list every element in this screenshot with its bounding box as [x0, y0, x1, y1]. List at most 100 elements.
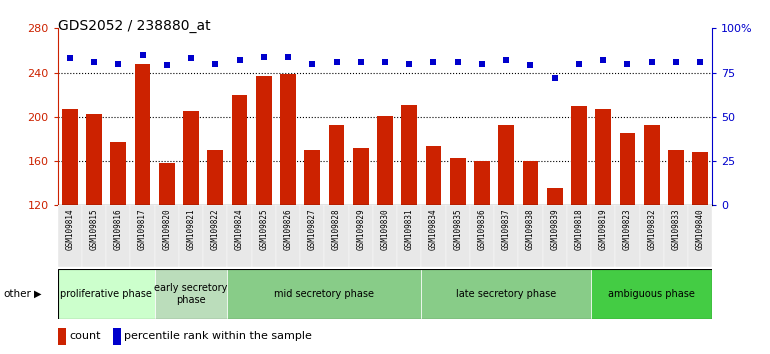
Point [233, 57, 246, 63]
Bar [523, 161, 538, 205]
Point [476, 61, 488, 67]
Bar [86, 114, 102, 205]
Text: GSM109838: GSM109838 [526, 209, 535, 250]
Point [403, 61, 415, 67]
Text: GSM109837: GSM109837 [502, 209, 511, 250]
Bar [252, 205, 276, 267]
Bar [183, 111, 199, 205]
Text: ▶: ▶ [34, 289, 42, 299]
Bar [595, 109, 611, 205]
Text: GDS2052 / 238880_at: GDS2052 / 238880_at [58, 19, 210, 34]
Bar [227, 269, 421, 319]
Point [694, 59, 706, 65]
Bar [276, 205, 300, 267]
Bar [591, 269, 712, 319]
Point [500, 57, 512, 63]
Bar [450, 158, 466, 205]
Text: GSM109833: GSM109833 [671, 209, 681, 250]
Point [573, 61, 585, 67]
Point [330, 59, 343, 65]
Text: mid secretory phase: mid secretory phase [274, 289, 374, 299]
Point [88, 59, 100, 65]
Bar [159, 163, 175, 205]
Bar [474, 161, 490, 205]
Bar [329, 125, 344, 205]
Bar [207, 150, 223, 205]
Bar [353, 148, 369, 205]
Point [306, 61, 319, 67]
Bar [571, 106, 587, 205]
Text: GSM109820: GSM109820 [162, 209, 172, 250]
Bar [620, 133, 635, 205]
Bar [82, 205, 106, 267]
Point [427, 59, 440, 65]
Bar [644, 125, 660, 205]
Bar [567, 205, 591, 267]
Bar [256, 76, 272, 205]
Point [112, 61, 125, 67]
Bar [110, 142, 126, 205]
Bar [324, 205, 349, 267]
Text: GSM109836: GSM109836 [477, 209, 487, 250]
Bar [397, 205, 421, 267]
Text: GSM109823: GSM109823 [623, 209, 632, 250]
Text: GSM109840: GSM109840 [695, 209, 705, 250]
Bar [130, 205, 155, 267]
Text: GSM109839: GSM109839 [551, 209, 559, 250]
Text: count: count [69, 331, 101, 341]
Point [136, 52, 149, 58]
Bar [232, 95, 247, 205]
Text: GSM109831: GSM109831 [405, 209, 413, 250]
Bar [300, 205, 324, 267]
Text: GSM109818: GSM109818 [574, 209, 584, 250]
Point [379, 59, 391, 65]
Point [282, 54, 294, 59]
Point [64, 56, 76, 61]
Point [524, 63, 537, 68]
Text: GSM109821: GSM109821 [186, 209, 196, 250]
Point [670, 59, 682, 65]
Text: late secretory phase: late secretory phase [456, 289, 557, 299]
Bar [494, 205, 518, 267]
Text: percentile rank within the sample: percentile rank within the sample [124, 331, 312, 341]
Bar [304, 150, 320, 205]
Text: proliferative phase: proliferative phase [60, 289, 152, 299]
Bar [58, 269, 155, 319]
Bar [377, 116, 393, 205]
Point [451, 59, 464, 65]
Bar [688, 205, 712, 267]
Text: GSM109830: GSM109830 [380, 209, 390, 250]
Bar [640, 205, 664, 267]
Point [258, 54, 270, 59]
Bar [373, 205, 397, 267]
Text: GSM109834: GSM109834 [429, 209, 438, 250]
Text: GSM109817: GSM109817 [138, 209, 147, 250]
Bar [543, 205, 567, 267]
Bar [349, 205, 373, 267]
Bar [692, 152, 708, 205]
Text: other: other [4, 289, 32, 299]
Bar [664, 205, 688, 267]
Text: GSM109826: GSM109826 [283, 209, 293, 250]
Text: ambiguous phase: ambiguous phase [608, 289, 695, 299]
Bar [518, 205, 543, 267]
Bar [112, 328, 121, 345]
Bar [135, 64, 150, 205]
Text: GSM109827: GSM109827 [308, 209, 316, 250]
Bar [547, 188, 563, 205]
Bar [591, 205, 615, 267]
Bar [106, 205, 130, 267]
Bar [203, 205, 227, 267]
Bar [227, 205, 252, 267]
Text: GSM109828: GSM109828 [332, 209, 341, 250]
Bar [179, 205, 203, 267]
Point [355, 59, 367, 65]
Text: GSM109829: GSM109829 [357, 209, 365, 250]
Point [548, 75, 561, 81]
Text: GSM109824: GSM109824 [235, 209, 244, 250]
Text: GSM109816: GSM109816 [114, 209, 123, 250]
Text: early secretory
phase: early secretory phase [155, 283, 228, 305]
Text: GSM109832: GSM109832 [647, 209, 656, 250]
Bar [470, 205, 494, 267]
Bar [426, 145, 441, 205]
